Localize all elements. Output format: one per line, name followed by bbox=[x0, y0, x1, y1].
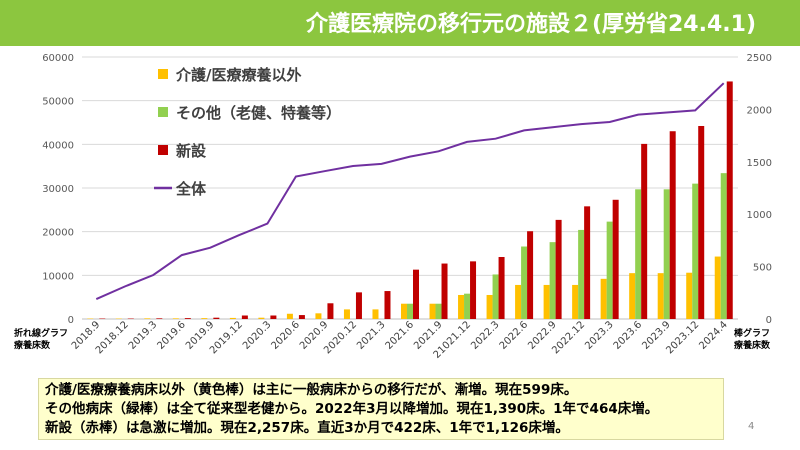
bar bbox=[315, 313, 322, 319]
bar bbox=[429, 303, 436, 319]
bar bbox=[612, 199, 619, 319]
y-right-tick-label: 0 bbox=[766, 315, 772, 326]
y-left-tick-label: 40000 bbox=[42, 140, 74, 151]
bar bbox=[578, 229, 585, 319]
right-axis-note: 療養床数 bbox=[734, 339, 771, 351]
bar bbox=[641, 143, 648, 319]
bar bbox=[144, 318, 151, 319]
bar bbox=[401, 303, 407, 319]
x-tick-label: 2019.3 bbox=[127, 319, 160, 352]
y-left-tick-label: 0 bbox=[68, 315, 74, 326]
bar bbox=[600, 278, 607, 319]
bar bbox=[270, 315, 277, 319]
legend-swatch bbox=[158, 69, 168, 79]
bar bbox=[555, 219, 562, 319]
y-left-tick-label: 60000 bbox=[42, 53, 74, 64]
y-right-tick-label: 2500 bbox=[747, 53, 772, 64]
legend-swatch bbox=[158, 145, 168, 155]
y-right-tick-label: 1500 bbox=[747, 158, 772, 169]
legend-label: その他（老健、特養等） bbox=[176, 104, 341, 122]
bar bbox=[458, 294, 465, 319]
bar bbox=[435, 303, 442, 319]
bar bbox=[572, 284, 579, 319]
legend-label: 新設 bbox=[176, 142, 207, 160]
bar bbox=[355, 292, 362, 319]
bar bbox=[635, 189, 642, 319]
legend-swatch bbox=[158, 107, 168, 117]
bar bbox=[521, 246, 528, 319]
bar bbox=[669, 131, 676, 319]
bar bbox=[229, 317, 236, 319]
legend-label: 全体 bbox=[175, 180, 207, 198]
bar bbox=[549, 242, 556, 319]
x-tick-label: 2021.3 bbox=[355, 319, 388, 352]
y-left-tick-label: 50000 bbox=[42, 97, 74, 108]
bar bbox=[657, 273, 664, 319]
bar bbox=[407, 303, 413, 319]
bar bbox=[492, 274, 499, 319]
note-line-yellow: 介護/医療療養病床以外（黄色棒）は主に一般病床からの移行だが、漸増。現在599床… bbox=[45, 382, 578, 398]
x-tick-label: 2019.6 bbox=[155, 319, 188, 352]
bar bbox=[156, 318, 163, 319]
bar bbox=[241, 315, 248, 319]
bar bbox=[470, 261, 477, 319]
bar bbox=[184, 318, 191, 319]
bar bbox=[527, 231, 534, 319]
bar bbox=[543, 284, 550, 319]
y-right-tick-label: 500 bbox=[753, 263, 772, 274]
x-tick-label: 2023.3 bbox=[583, 319, 616, 352]
bar bbox=[327, 303, 334, 319]
bar bbox=[213, 317, 220, 319]
y-left-tick-label: 30000 bbox=[42, 184, 74, 195]
bar bbox=[663, 189, 670, 319]
bar bbox=[464, 293, 471, 319]
x-tick-label: 2021.6 bbox=[384, 319, 417, 352]
bar bbox=[298, 315, 305, 319]
note-line-red: 新設（赤棒）は急激に増加。現在2,257床。直近3か月で422床、1年で1,12… bbox=[45, 420, 569, 436]
bar bbox=[629, 273, 636, 319]
y-left-tick-label: 20000 bbox=[42, 228, 74, 239]
x-tick-label: 2020.6 bbox=[270, 319, 303, 352]
bar bbox=[343, 309, 350, 319]
bar bbox=[413, 269, 419, 319]
chart: 0 10000 20000 30000 40000 50000 60000 0 500 1000 1… bbox=[14, 53, 772, 361]
y-left-tick-label: 10000 bbox=[42, 271, 74, 282]
page-number: 4 bbox=[748, 421, 755, 432]
bar bbox=[726, 81, 733, 319]
page-title: 介護医療院の移行元の施設２(厚労省24.4.1) bbox=[305, 12, 756, 37]
legend-label: 介護/医療療養以外 bbox=[175, 66, 301, 84]
bar bbox=[714, 256, 721, 319]
x-tick-label: 2022.6 bbox=[498, 319, 531, 352]
note-line-green: その他病床（緑棒）は全て従来型老健から。2022年3月以降増加。現在1,390床… bbox=[45, 401, 659, 417]
bar bbox=[720, 173, 727, 319]
notes-box: 介護/医療療養病床以外（黄色棒）は主に一般病床からの移行だが、漸増。現在599床… bbox=[38, 378, 724, 440]
header-bar: 介護医療院の移行元の施設２(厚労省24.4.1) bbox=[0, 0, 800, 46]
bar bbox=[584, 206, 591, 319]
x-tick-label: 2022.3 bbox=[469, 319, 502, 352]
bar bbox=[698, 125, 705, 319]
x-tick-label: 2020.3 bbox=[241, 319, 274, 352]
left-axis-note: 療養床数 bbox=[14, 339, 51, 351]
bar bbox=[498, 256, 505, 319]
bar bbox=[384, 291, 391, 319]
bar bbox=[441, 263, 448, 319]
bar bbox=[486, 294, 493, 319]
y-right-tick-label: 1000 bbox=[747, 210, 772, 221]
bar bbox=[372, 309, 379, 319]
x-tick-label: 2024.4 bbox=[697, 319, 730, 352]
line-series bbox=[95, 82, 725, 301]
x-tick-label: 2023.6 bbox=[612, 319, 645, 352]
bar bbox=[606, 221, 613, 319]
bar bbox=[692, 183, 699, 319]
bar bbox=[258, 317, 265, 319]
left-axis-note: 折れ線グラフ bbox=[14, 327, 68, 339]
bar bbox=[286, 313, 293, 319]
bar bbox=[686, 272, 693, 319]
y-right-tick-label: 2000 bbox=[747, 105, 772, 116]
right-axis-note: 棒グラフ bbox=[734, 327, 770, 339]
bar bbox=[515, 284, 522, 319]
bar bbox=[201, 318, 208, 319]
bar bbox=[172, 318, 179, 319]
